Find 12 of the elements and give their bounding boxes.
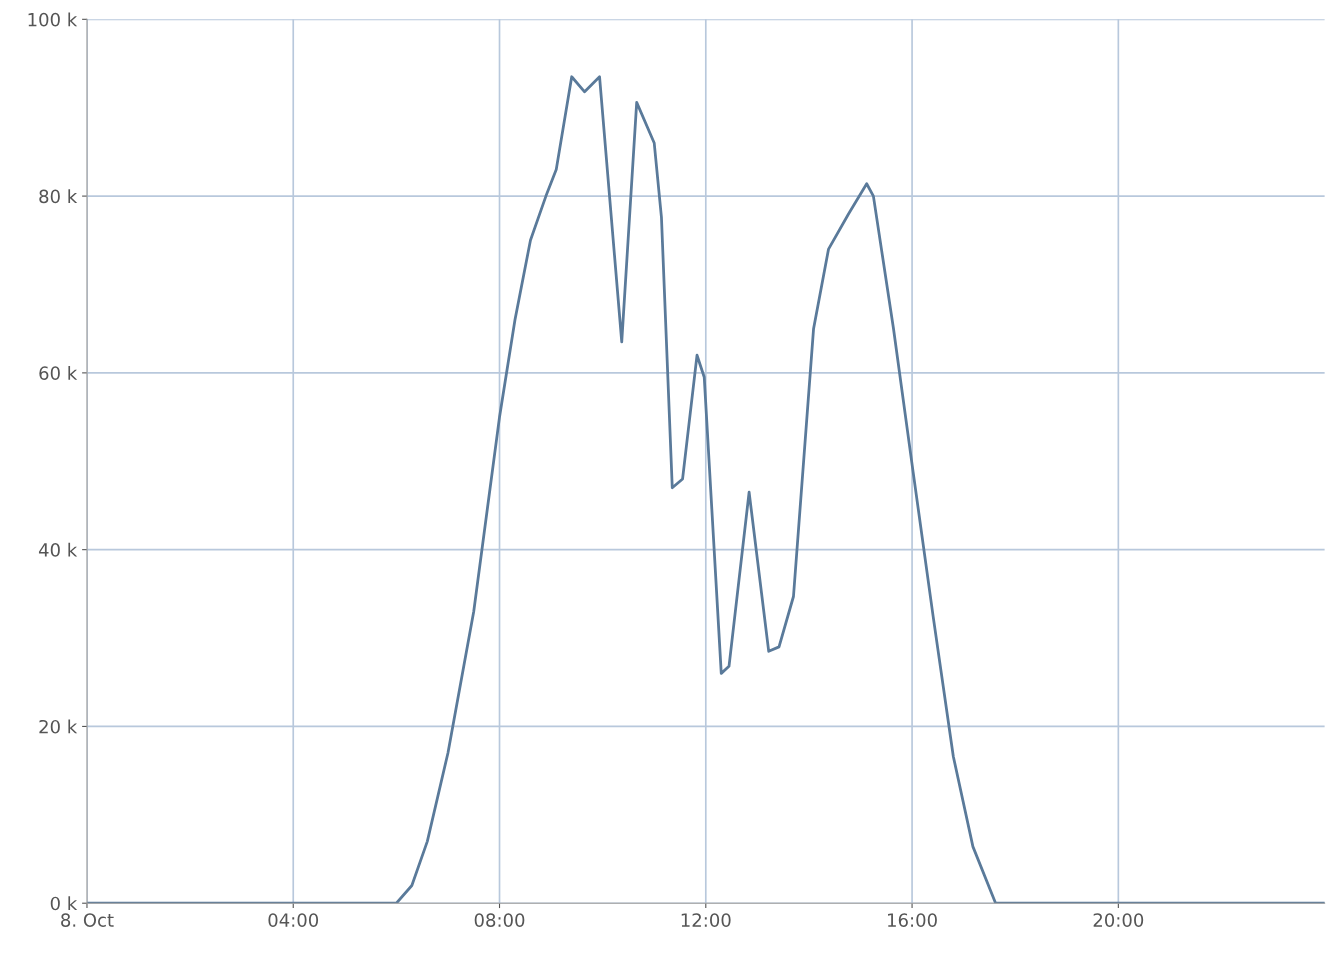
y-tick-label: 60 k (39, 366, 78, 380)
x-tick-label: 08:00 (474, 913, 525, 927)
y-tick-label: 40 k (38, 542, 78, 557)
y-tick-label: 20 k (39, 719, 78, 734)
x-tick-label: 16:00 (888, 913, 937, 927)
y-tick-label: 100 k (28, 12, 78, 27)
x-tick-label: 12:00 (681, 913, 731, 927)
y-tick-label: 0 k (50, 896, 78, 911)
x-tick-label: 8. Oct (61, 913, 114, 927)
x-tick-label: 04:00 (268, 913, 319, 927)
y-tick-label: 80 k (39, 189, 78, 204)
x-tick-label: 20:00 (1093, 913, 1144, 927)
